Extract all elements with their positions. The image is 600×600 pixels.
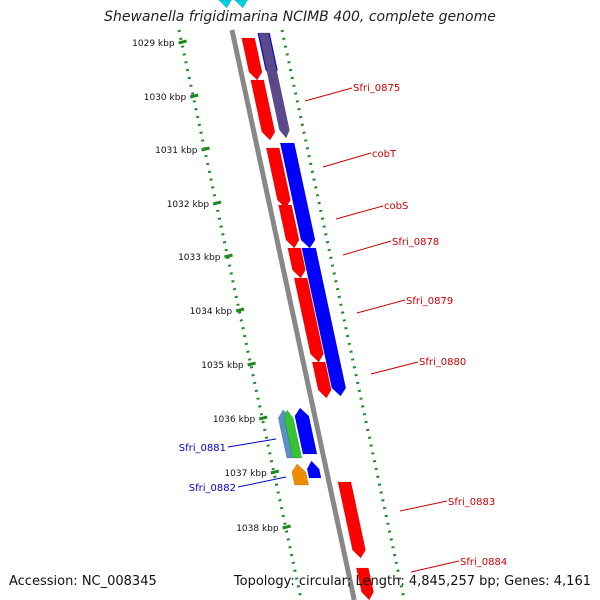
gene-arrow[interactable] (266, 147, 291, 209)
gene-arrow[interactable] (287, 247, 306, 279)
gene-label[interactable]: cobT (372, 149, 397, 160)
gene-leader-line (370, 361, 419, 375)
topology-text: Topology: circular; Length: 4,845,257 bp… (233, 574, 591, 589)
ruler-major-tick (235, 307, 245, 313)
gene-label[interactable]: Sfri_0878 (392, 237, 439, 248)
gene-leader-line (410, 560, 460, 573)
gene-arrow[interactable] (291, 463, 309, 486)
gene-arrow[interactable] (356, 567, 374, 600)
ruler-major-tick (212, 200, 222, 206)
gene-leader-line (399, 500, 448, 512)
ruler-major-tick (189, 93, 199, 99)
accession-text: Accession: NC_008345 (9, 574, 157, 589)
ruler-major-tick (224, 253, 233, 259)
gene-leader-line (335, 205, 384, 220)
ruler-label: 1033 kbp (178, 253, 221, 263)
ruler-label: 1031 kbp (155, 146, 198, 156)
ruler-label: 1030 kbp (144, 93, 187, 103)
gene-arrow[interactable] (311, 361, 332, 399)
gene-label[interactable]: cobS (384, 201, 408, 212)
gene-arrow[interactable] (279, 142, 316, 249)
gene-arrow[interactable] (258, 32, 290, 139)
ruler-label: 1036 kbp (213, 415, 256, 425)
gene-leader-line (227, 438, 277, 448)
ruler-label: 1037 kbp (224, 469, 267, 479)
ruler-label: 1032 kbp (167, 200, 210, 210)
ruler-label: 1034 kbp (190, 307, 233, 317)
inner-tick-ring (280, 29, 406, 600)
ruler-major-tick (282, 524, 291, 530)
gene-arrow[interactable] (250, 79, 276, 141)
gene-label[interactable]: Sfri_0880 (419, 357, 466, 368)
ruler-major-tick (270, 469, 280, 475)
ruler-label: 1029 kbp (132, 39, 175, 49)
map-title: Shewanella frigidimarina NCIMB 400, comp… (104, 9, 496, 25)
gene-arrow[interactable] (278, 204, 300, 249)
gene-arrow[interactable] (218, 0, 232, 9)
gene-arrow[interactable] (301, 247, 347, 397)
gene-arrow[interactable] (293, 277, 324, 363)
gene-arrow[interactable] (234, 0, 248, 9)
outer-tick-ring (177, 29, 303, 600)
gene-label[interactable]: Sfri_0884 (460, 557, 507, 568)
gene-leader-line (322, 152, 372, 168)
ruler-major-tick (258, 415, 268, 421)
gene-leader-line (342, 240, 392, 256)
ruler-major-tick (201, 146, 210, 152)
gene-leader-line (237, 476, 287, 488)
genome-backbone (229, 29, 357, 600)
gene-label[interactable]: Sfri_0875 (353, 83, 400, 94)
gene-arrow[interactable] (337, 481, 366, 559)
ruler-major-tick (178, 39, 187, 45)
gene-arrow[interactable] (306, 460, 322, 479)
gene-leader-line (356, 299, 406, 314)
ruler-label: 1035 kbp (201, 361, 244, 371)
gene-label[interactable]: Sfri_0883 (448, 497, 495, 508)
gene-label[interactable]: Sfri_0879 (406, 296, 453, 307)
gene-arrow[interactable] (294, 407, 318, 455)
gene-label[interactable]: Sfri_0881 (179, 443, 226, 454)
gene-leader-line (304, 87, 353, 102)
ruler-major-tick (247, 361, 257, 367)
gene-label[interactable]: Sfri_0882 (189, 483, 236, 494)
ruler-label: 1038 kbp (236, 524, 279, 534)
gene-arrow[interactable] (241, 37, 263, 81)
gene-arrow[interactable] (283, 409, 303, 459)
